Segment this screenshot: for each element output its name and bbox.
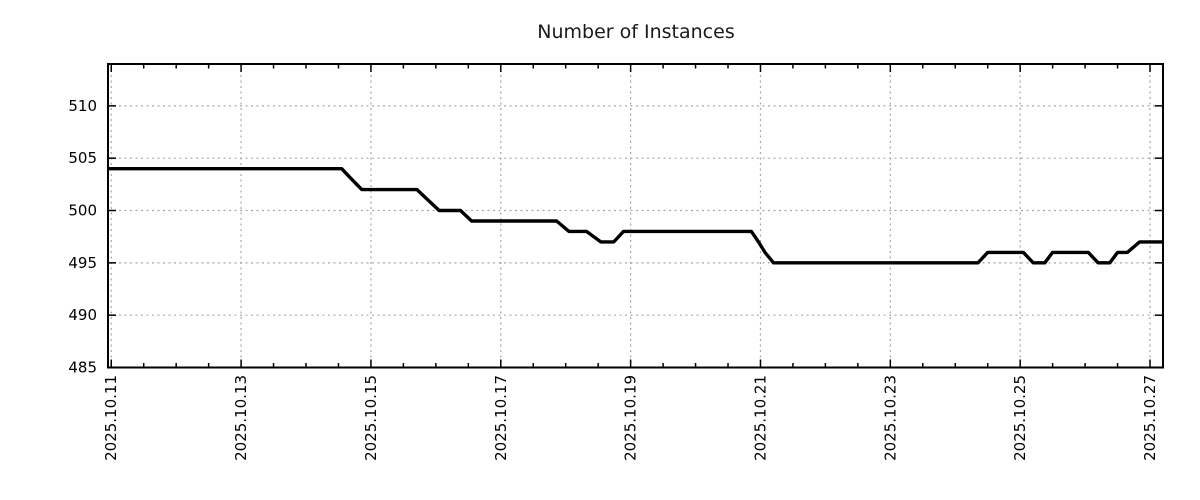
x-tick-label: 2025.10.13 <box>232 375 250 461</box>
y-tick-label: 505 <box>68 149 97 167</box>
x-tick-label: 2025.10.19 <box>622 375 640 461</box>
y-tick-label: 485 <box>68 359 97 377</box>
plot-area: 485 490 495 500 505 510 2025.10.11 2025.10.13 20… <box>68 63 1164 461</box>
x-tick-label: 2025.10.15 <box>362 375 380 461</box>
plot-border <box>107 63 1164 369</box>
x-tick-label: 2025.10.11 <box>102 375 120 461</box>
x-tick-label: 2025.10.27 <box>1141 375 1159 461</box>
x-tick-label: 2025.10.25 <box>1011 375 1029 461</box>
y-tick-label: 495 <box>68 254 97 272</box>
x-tick-label: 2025.10.23 <box>881 375 899 461</box>
series-instances-line <box>108 166 1163 265</box>
chart-title: Number of Instances <box>537 21 734 43</box>
y-tick-label: 490 <box>68 306 97 324</box>
y-tick-label: 510 <box>68 97 97 115</box>
x-tick-label: 2025.10.21 <box>752 375 770 461</box>
y-tick-label: 500 <box>68 202 97 220</box>
x-tick-label: 2025.10.17 <box>492 375 510 461</box>
